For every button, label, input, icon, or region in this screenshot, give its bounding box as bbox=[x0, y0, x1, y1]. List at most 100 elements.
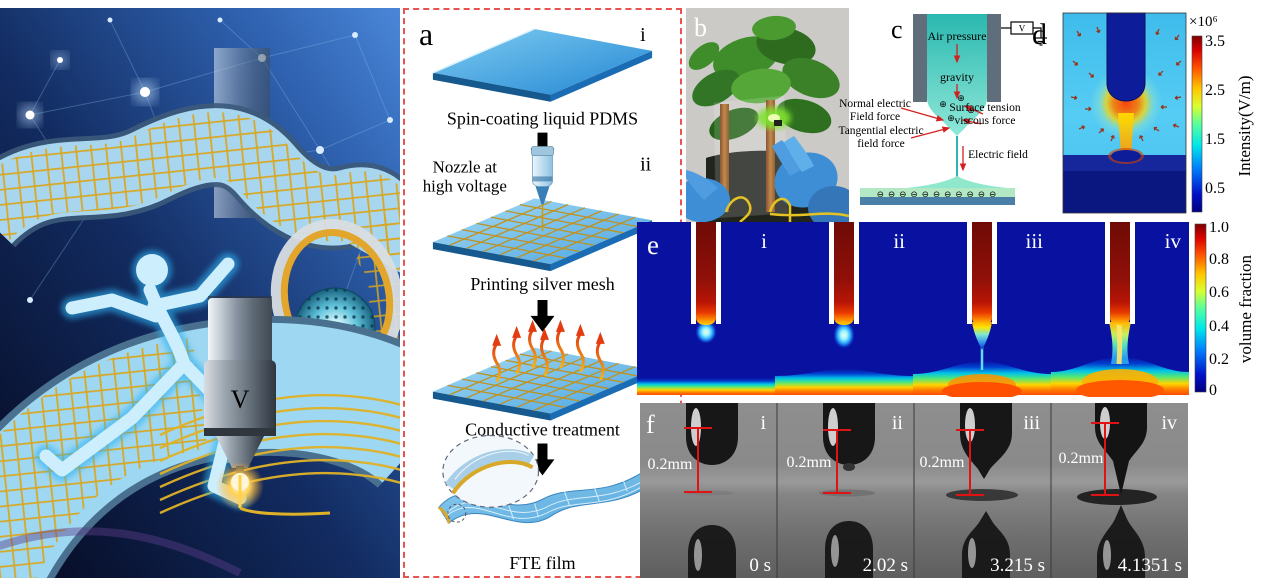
panel-e-label: e bbox=[647, 230, 659, 260]
heat-arrows bbox=[492, 319, 605, 383]
step-ii-caption: Printing silver mesh bbox=[470, 274, 614, 294]
tangential-force-label-1: Tangential electric bbox=[838, 125, 923, 137]
ehd-nozzle-graphic bbox=[531, 146, 554, 232]
force-arrows bbox=[900, 44, 984, 172]
tick-0-2: 0.2 bbox=[1209, 351, 1229, 368]
down-arrow-icon bbox=[530, 299, 555, 332]
step-i-caption: Spin-coating liquid PDMS bbox=[447, 109, 638, 129]
tick-0-8: 0.8 bbox=[1209, 251, 1229, 268]
panel-e-vof-sim: e i ii iii bbox=[637, 222, 1265, 397]
scale-bar bbox=[956, 429, 984, 496]
frame-num: iii bbox=[1025, 229, 1043, 253]
ground-icon bbox=[1035, 37, 1047, 46]
air-pressure-label: Air pressure bbox=[928, 29, 987, 43]
printed-gold-lines bbox=[159, 393, 400, 515]
step-ii-num: ii bbox=[640, 153, 652, 175]
surface-tension-label: Surface tension bbox=[949, 102, 1020, 114]
vof-frame-iv: iv bbox=[1051, 222, 1189, 397]
fte-film-graphic bbox=[437, 434, 652, 524]
svg-text:⊕: ⊕ bbox=[947, 113, 955, 123]
led-glow bbox=[757, 107, 791, 129]
normal-force-label-2: Field force bbox=[850, 111, 900, 123]
panel-c-schematic: c ⊕ ⊕ ⊕ ⊕ ⊖ ⊖ ⊖ ⊖ ⊖ ⊖ ⊖ ⊖ ⊖ ⊖ ⊖ bbox=[838, 8, 1047, 225]
colorbar-exponent: ×10⁶ bbox=[1189, 14, 1218, 30]
mesh-slab-graphic bbox=[432, 198, 653, 272]
schematic-labels: Air pressure gravity Normal electric Fie… bbox=[838, 29, 1028, 161]
volume-fraction-colorbar: 1.0 0.8 0.6 0.4 0.2 0 volume fraction bbox=[1194, 222, 1255, 397]
tick-2-5: 2.5 bbox=[1205, 82, 1225, 99]
photo-frame-ii: 0.2mm ii 2.02 s bbox=[777, 403, 914, 578]
svg-text:⊕: ⊕ bbox=[957, 93, 965, 103]
tick-0-5: 0.5 bbox=[1205, 180, 1225, 197]
panel-c-label: c bbox=[891, 15, 903, 44]
nozzle-caption-line1: Nozzle at bbox=[433, 157, 498, 176]
plant-leaves bbox=[688, 15, 840, 141]
frame-num: i bbox=[760, 412, 766, 434]
print-nozzle: V bbox=[204, 296, 331, 516]
intensity-colorbar: ×10⁶ 3.5 2.5 1.5 0.5 Intensity(V/m) bbox=[1189, 14, 1254, 213]
tick-0-4: 0.4 bbox=[1209, 318, 1229, 335]
frame-num: ii bbox=[892, 412, 904, 434]
charge-minus-row: ⊖ ⊖ ⊖ ⊖ ⊖ ⊖ ⊖ ⊖ ⊖ ⊖ ⊖ bbox=[877, 189, 998, 199]
timestamp: 4.1351 s bbox=[1118, 555, 1182, 576]
gravity-label: gravity bbox=[940, 70, 974, 84]
timestamp: 3.215 s bbox=[990, 555, 1045, 576]
cover-art-canvas: V bbox=[0, 8, 400, 578]
field-plot bbox=[1062, 12, 1187, 214]
vof-frame-i: e i bbox=[637, 222, 775, 395]
scale-label: 0.2mm bbox=[920, 454, 965, 471]
tick-3-5: 3.5 bbox=[1205, 33, 1225, 50]
panel-d-field-sim: d bbox=[1022, 8, 1265, 225]
intensity-axis-label: Intensity(V/m) bbox=[1235, 75, 1254, 176]
vof-frame-ii: ii bbox=[775, 222, 913, 395]
step-i-num: i bbox=[640, 24, 646, 46]
panel-d-label: d bbox=[1032, 18, 1047, 51]
frame-num: iii bbox=[1023, 412, 1040, 434]
photo-frame-i: 0.2mm f i 0 s bbox=[640, 403, 777, 578]
gloved-hands bbox=[686, 136, 849, 222]
cover-art: V bbox=[0, 8, 400, 578]
frame-num: iv bbox=[1161, 412, 1177, 434]
yellow-wires bbox=[724, 196, 849, 222]
scale-label: 0.2mm bbox=[648, 456, 693, 473]
step-iii-caption: Conductive treatment bbox=[465, 419, 620, 439]
scale-bar bbox=[684, 427, 712, 493]
frame-num: iv bbox=[1165, 229, 1182, 253]
jet-and-deposit: ⊖ ⊖ ⊖ ⊖ ⊖ ⊖ ⊖ ⊖ ⊖ ⊖ ⊖ bbox=[860, 136, 1021, 205]
timestamp: 0 s bbox=[749, 555, 771, 576]
substrate-bar bbox=[860, 197, 1015, 205]
voltage-source-label: V bbox=[1019, 24, 1026, 34]
vof-frame-iii: iii bbox=[913, 222, 1051, 397]
frame-num: i bbox=[761, 229, 767, 253]
scale-label: 0.2mm bbox=[1059, 450, 1104, 467]
sim-nozzle bbox=[1106, 12, 1146, 102]
panel-a-label: a bbox=[419, 17, 433, 52]
frame-num: ii bbox=[893, 229, 905, 253]
nozzle-voltage-label: V bbox=[231, 385, 250, 414]
volume-fraction-axis-label: volume fraction bbox=[1236, 254, 1255, 363]
frame-dividers bbox=[776, 403, 1052, 578]
tick-1-5: 1.5 bbox=[1205, 131, 1225, 148]
tick-0-6: 0.6 bbox=[1209, 284, 1229, 301]
tangential-force-label-2: field force bbox=[857, 138, 905, 150]
step-iv-caption: FTE film bbox=[509, 553, 575, 573]
electric-field-label: Electric field bbox=[968, 149, 1028, 161]
scale-bar bbox=[1091, 422, 1119, 496]
panel-b-photo: b bbox=[686, 8, 849, 222]
panel-f-photos: 0.2mm f i 0 s 0.2mm ii 2.02 s bbox=[640, 403, 1188, 578]
pdms-slab-graphic bbox=[432, 28, 653, 102]
panel-a-process: a i Spin-coating liquid PDMS Nozzle at h… bbox=[403, 8, 682, 578]
copper-electrode-left bbox=[720, 104, 729, 212]
tick-1-0: 1.0 bbox=[1209, 222, 1229, 236]
viscous-force-label: viscous force bbox=[955, 115, 1016, 127]
runner-head bbox=[136, 254, 168, 286]
deposit-layer bbox=[860, 188, 1015, 197]
scale-label: 0.2mm bbox=[787, 454, 832, 471]
normal-force-label-1: Normal electric bbox=[839, 98, 911, 110]
panel-b-label: b bbox=[694, 13, 707, 42]
photo-frame-iv: 0.2mm iv 4.1351 s bbox=[1051, 403, 1188, 578]
fte-band-upper bbox=[0, 103, 400, 273]
scale-bar bbox=[823, 429, 851, 494]
timestamp: 2.02 s bbox=[863, 555, 908, 576]
